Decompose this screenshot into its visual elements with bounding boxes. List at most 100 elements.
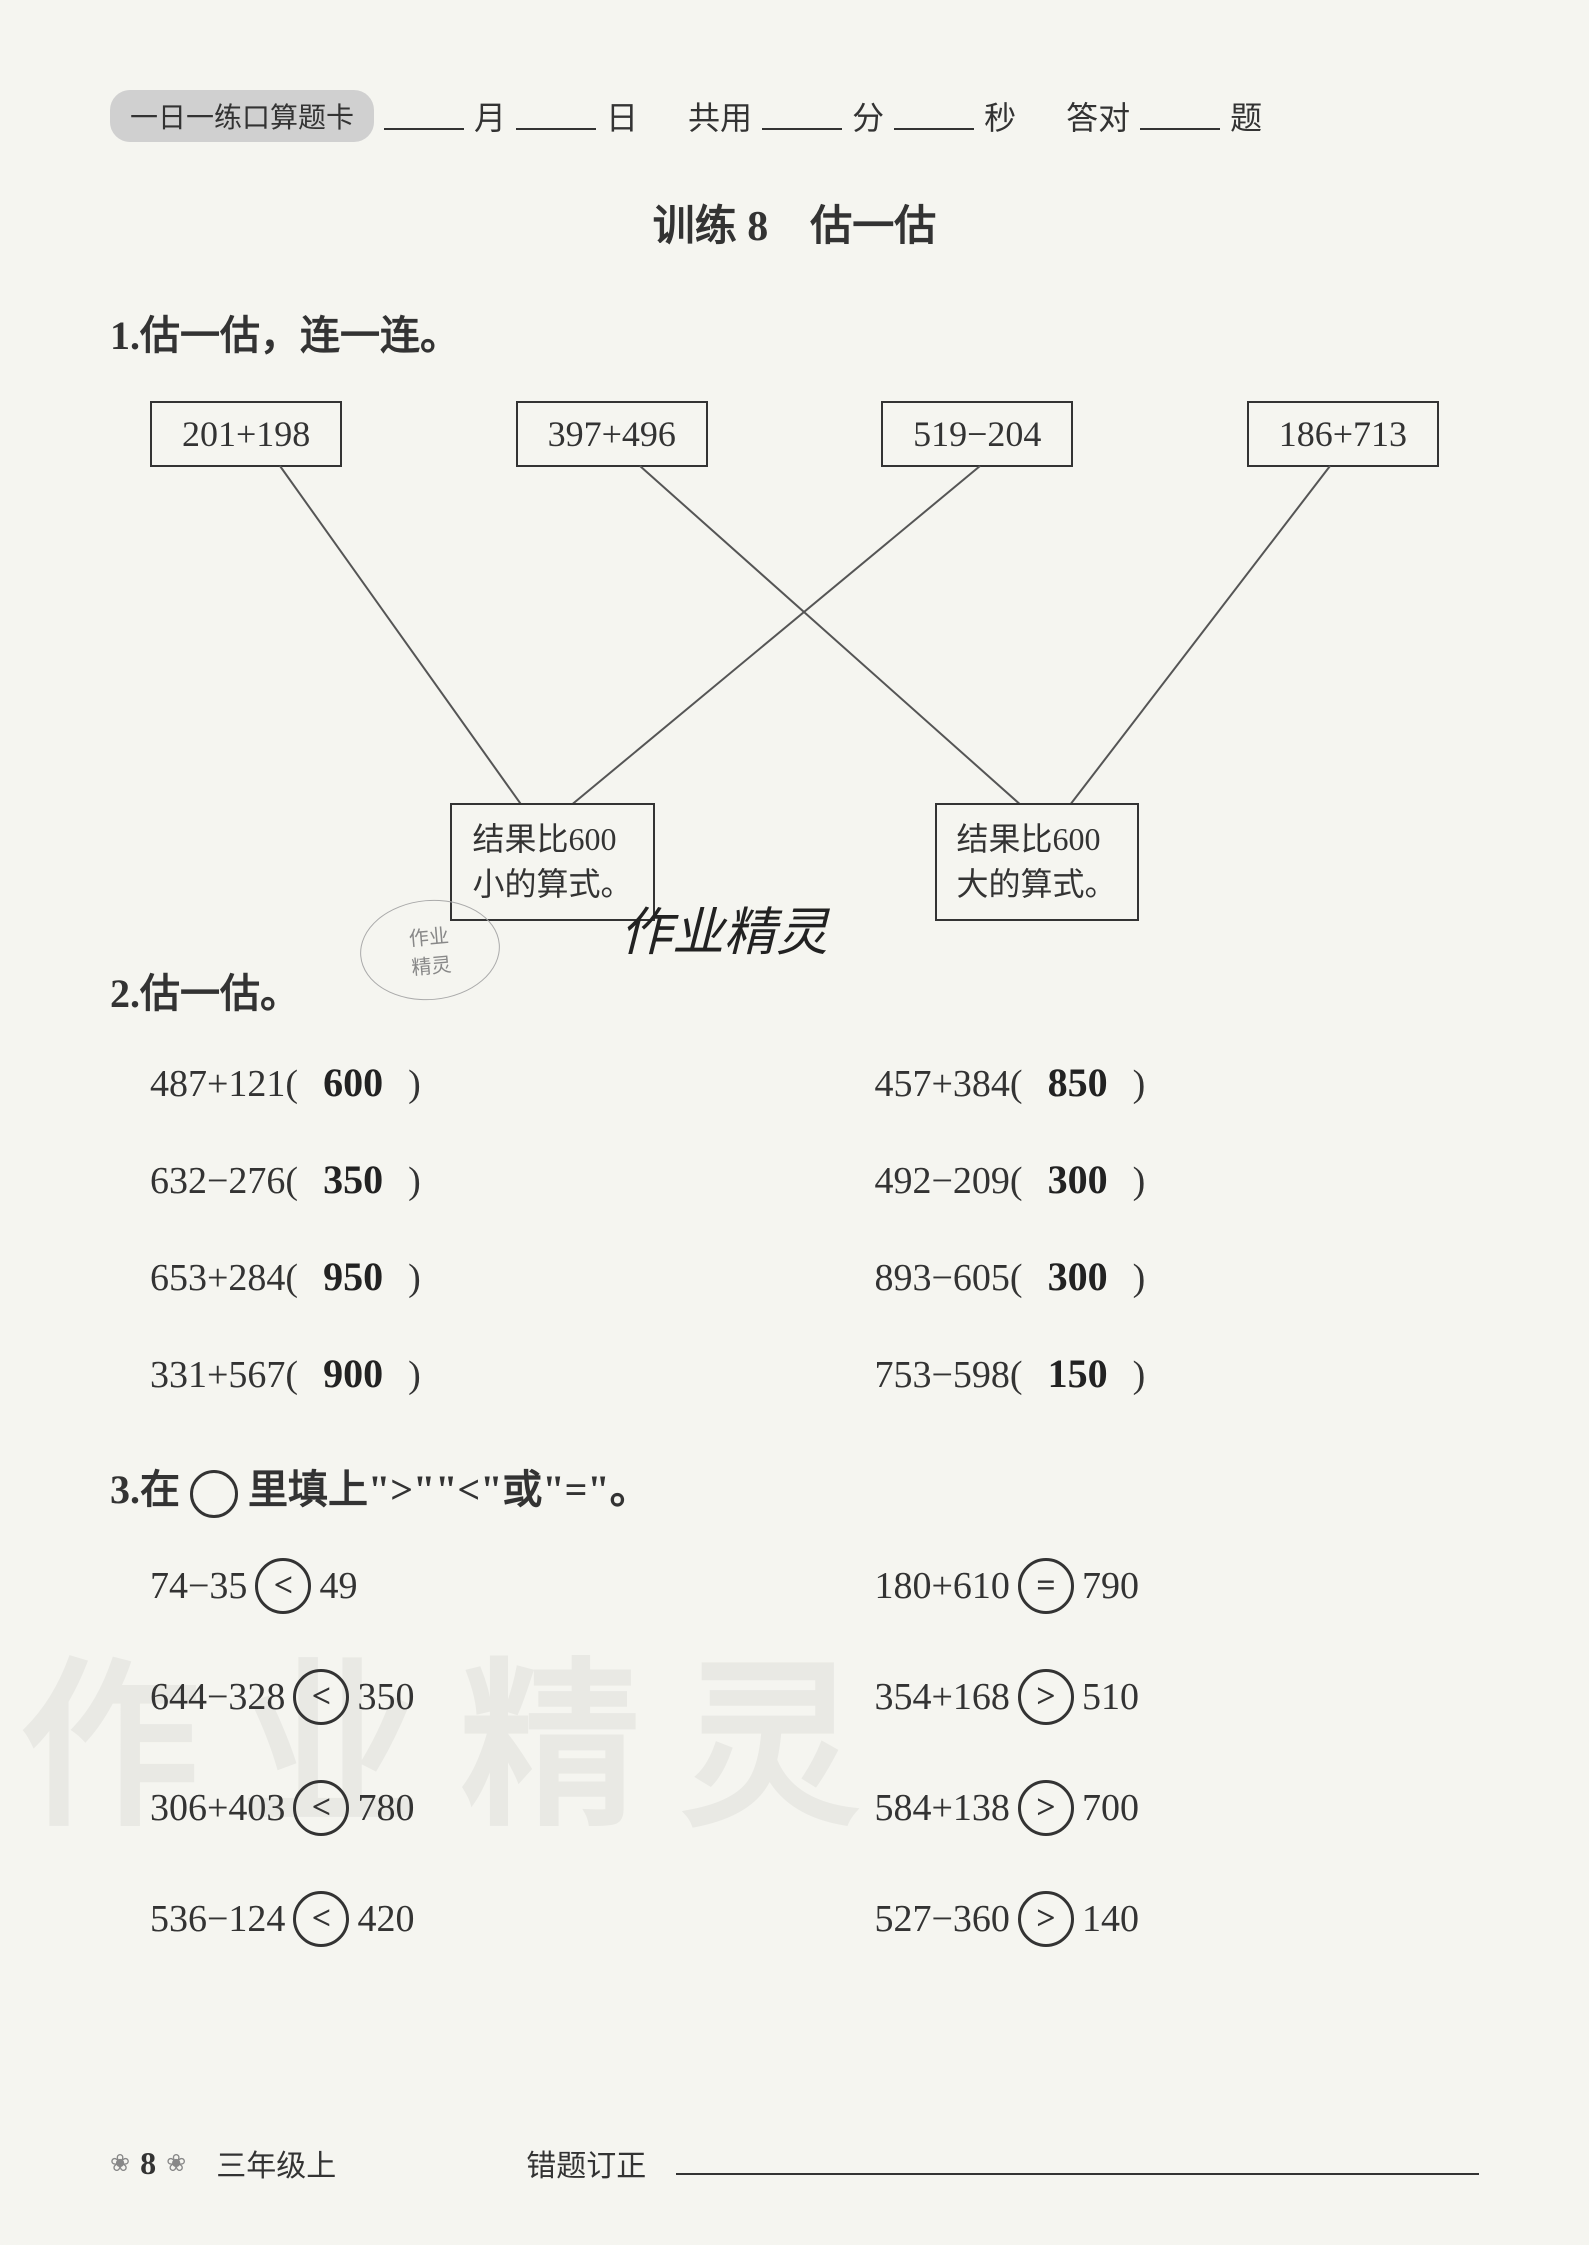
footer: ❀ 8 ❀ 三年级上 错题订正 — [110, 2141, 1479, 2185]
correct-blank[interactable] — [1140, 102, 1220, 130]
correction-blank[interactable] — [676, 2151, 1479, 2175]
compare-left: 74−35 — [150, 1564, 247, 1608]
section2-heading: 2.估一估。 — [110, 961, 1479, 1019]
compare-left: 644−328 — [150, 1675, 285, 1719]
compare-operator: < — [293, 1891, 349, 1947]
estimate-answer: 300 — [1023, 1156, 1133, 1203]
page-number: 8 — [140, 2145, 156, 2182]
page-number-badge: ❀ 8 ❀ — [110, 2145, 186, 2182]
estimate-item: 893−605(300) — [875, 1253, 1480, 1300]
estimate-answer: 350 — [298, 1156, 408, 1203]
min-label: 分 — [852, 93, 884, 139]
grade-label: 三年级上 — [216, 2141, 336, 2185]
expr-box-1: 201+198 — [150, 401, 342, 467]
worksheet-page: 一日一练口算题卡 月 日 共用 分 秒 答对 题 训练 8 估一估 1.估一估，… — [0, 0, 1589, 2245]
compare-operator: < — [293, 1780, 349, 1836]
compare-left: 306+403 — [150, 1786, 285, 1830]
compare-right: 350 — [357, 1675, 414, 1719]
estimate-item: 331+567(900) — [150, 1350, 755, 1397]
estimate-close: ) — [1133, 1256, 1146, 1300]
result-box-greater: 结果比600大的算式。 — [935, 803, 1139, 921]
day-label: 日 — [606, 93, 638, 139]
month-label: 月 — [474, 93, 506, 139]
stamp-line1: 作业 — [408, 919, 450, 951]
stamp-line2: 精灵 — [410, 948, 452, 980]
estimate-item: 632−276(350) — [150, 1156, 755, 1203]
estimate-item: 457+384(850) — [875, 1059, 1480, 1106]
compare-grid: 74−35<49180+610=790644−328<350354+168>51… — [110, 1558, 1479, 1947]
estimate-grid: 487+121(600)457+384(850)632−276(350)492−… — [110, 1059, 1479, 1397]
compare-operator: < — [293, 1669, 349, 1725]
correction-label: 错题订正 — [526, 2141, 646, 2185]
estimate-item: 753−598(150) — [875, 1350, 1480, 1397]
estimate-answer: 300 — [1023, 1253, 1133, 1300]
compare-item: 180+610=790 — [875, 1558, 1480, 1614]
compare-right: 700 — [1082, 1786, 1139, 1830]
estimate-answer: 850 — [1023, 1059, 1133, 1106]
compare-left: 354+168 — [875, 1675, 1010, 1719]
header-badge: 一日一练口算题卡 — [110, 90, 374, 142]
estimate-close: ) — [1133, 1353, 1146, 1397]
compare-item: 306+403<780 — [150, 1780, 755, 1836]
expr-box-2: 397+496 — [516, 401, 708, 467]
watermark-script: 作业精灵 — [620, 890, 828, 965]
estimate-expr: 653+284( — [150, 1256, 298, 1300]
compare-left: 527−360 — [875, 1897, 1010, 1941]
estimate-expr: 487+121( — [150, 1062, 298, 1106]
estimate-item: 487+121(600) — [150, 1059, 755, 1106]
compare-right: 780 — [357, 1786, 414, 1830]
compare-right: 790 — [1082, 1564, 1139, 1608]
sec-label: 秒 — [984, 93, 1016, 139]
compare-left: 536−124 — [150, 1897, 285, 1941]
month-blank[interactable] — [384, 102, 464, 130]
compare-operator: > — [1018, 1891, 1074, 1947]
compare-item: 536−124<420 — [150, 1891, 755, 1947]
compare-operator: = — [1018, 1558, 1074, 1614]
compare-right: 49 — [319, 1564, 357, 1608]
estimate-expr: 457+384( — [875, 1062, 1023, 1106]
day-blank[interactable] — [516, 102, 596, 130]
estimate-close: ) — [408, 1353, 421, 1397]
count-label: 题 — [1230, 93, 1262, 139]
sec-blank[interactable] — [894, 102, 974, 130]
compare-item: 527−360>140 — [875, 1891, 1480, 1947]
estimate-item: 492−209(300) — [875, 1156, 1480, 1203]
compare-item: 354+168>510 — [875, 1669, 1480, 1725]
compare-right: 420 — [357, 1897, 414, 1941]
estimate-close: ) — [408, 1256, 421, 1300]
circle-blank-icon — [190, 1470, 238, 1518]
used-label: 共用 — [688, 93, 752, 139]
estimate-answer: 950 — [298, 1253, 408, 1300]
compare-operator: < — [255, 1558, 311, 1614]
compare-item: 584+138>700 — [875, 1780, 1480, 1836]
estimate-close: ) — [408, 1159, 421, 1203]
estimate-expr: 893−605( — [875, 1256, 1023, 1300]
section3-heading: 3.在 里填上">""<"或"="。 — [110, 1457, 1479, 1518]
ornament-icon: ❀ — [110, 2149, 130, 2178]
matching-lines-svg — [110, 461, 1479, 841]
matching-diagram: 201+198 397+496 519−204 186+713 结果比600小的… — [110, 401, 1479, 921]
compare-right: 510 — [1082, 1675, 1139, 1719]
compare-item: 644−328<350 — [150, 1669, 755, 1725]
correct-label: 答对 — [1066, 93, 1130, 139]
expr-box-3: 519−204 — [881, 401, 1073, 467]
compare-item: 74−35<49 — [150, 1558, 755, 1614]
ornament-icon: ❀ — [166, 2149, 186, 2178]
estimate-expr: 492−209( — [875, 1159, 1023, 1203]
estimate-expr: 632−276( — [150, 1159, 298, 1203]
min-blank[interactable] — [762, 102, 842, 130]
estimate-answer: 600 — [298, 1059, 408, 1106]
top-expression-row: 201+198 397+496 519−204 186+713 — [110, 401, 1479, 467]
estimate-answer: 150 — [1023, 1350, 1133, 1397]
compare-right: 140 — [1082, 1897, 1139, 1941]
section3-heading-pre: 3.在 — [110, 1467, 180, 1512]
compare-left: 584+138 — [875, 1786, 1010, 1830]
compare-operator: > — [1018, 1669, 1074, 1725]
estimate-close: ) — [1133, 1062, 1146, 1106]
estimate-expr: 753−598( — [875, 1353, 1023, 1397]
section3-heading-post: 里填上">""<"或"="。 — [248, 1467, 650, 1512]
estimate-close: ) — [408, 1062, 421, 1106]
section1-heading: 1.估一估，连一连。 — [110, 303, 1479, 361]
estimate-expr: 331+567( — [150, 1353, 298, 1397]
page-title: 训练 8 估一估 — [110, 192, 1479, 253]
